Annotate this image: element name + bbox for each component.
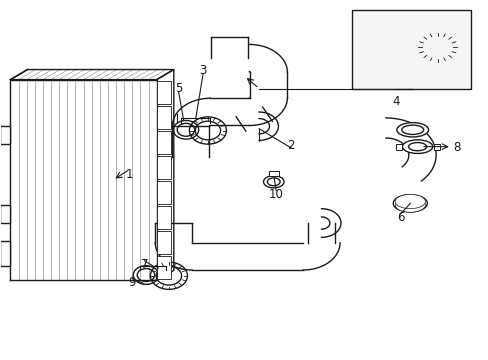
- Ellipse shape: [392, 195, 427, 212]
- Text: 3: 3: [199, 64, 206, 77]
- Bar: [157, 131, 171, 154]
- Ellipse shape: [396, 123, 427, 137]
- Ellipse shape: [401, 125, 423, 134]
- Ellipse shape: [402, 140, 432, 153]
- Bar: [157, 256, 171, 279]
- Bar: [0, 241, 10, 266]
- Ellipse shape: [267, 178, 280, 186]
- Ellipse shape: [394, 198, 425, 212]
- Bar: [268, 171, 278, 176]
- Ellipse shape: [397, 197, 422, 209]
- Bar: [157, 206, 171, 229]
- Bar: [157, 231, 171, 254]
- Bar: [395, 144, 401, 149]
- Bar: [157, 81, 171, 104]
- Bar: [157, 156, 171, 179]
- Text: 8: 8: [452, 141, 459, 154]
- Text: 5: 5: [175, 82, 182, 95]
- Bar: [0, 126, 10, 144]
- Bar: [433, 144, 439, 149]
- Bar: [157, 181, 171, 204]
- Ellipse shape: [263, 176, 284, 188]
- Ellipse shape: [394, 194, 425, 209]
- Text: 10: 10: [268, 188, 283, 201]
- Bar: [351, 10, 470, 89]
- Text: 1: 1: [126, 168, 133, 181]
- Text: 2: 2: [286, 139, 294, 152]
- Bar: [0, 205, 10, 223]
- Text: 6: 6: [396, 211, 404, 224]
- Ellipse shape: [407, 143, 426, 151]
- Text: 9: 9: [128, 276, 136, 289]
- Text: 4: 4: [391, 95, 399, 108]
- Bar: [157, 106, 171, 129]
- Text: 7: 7: [141, 258, 148, 271]
